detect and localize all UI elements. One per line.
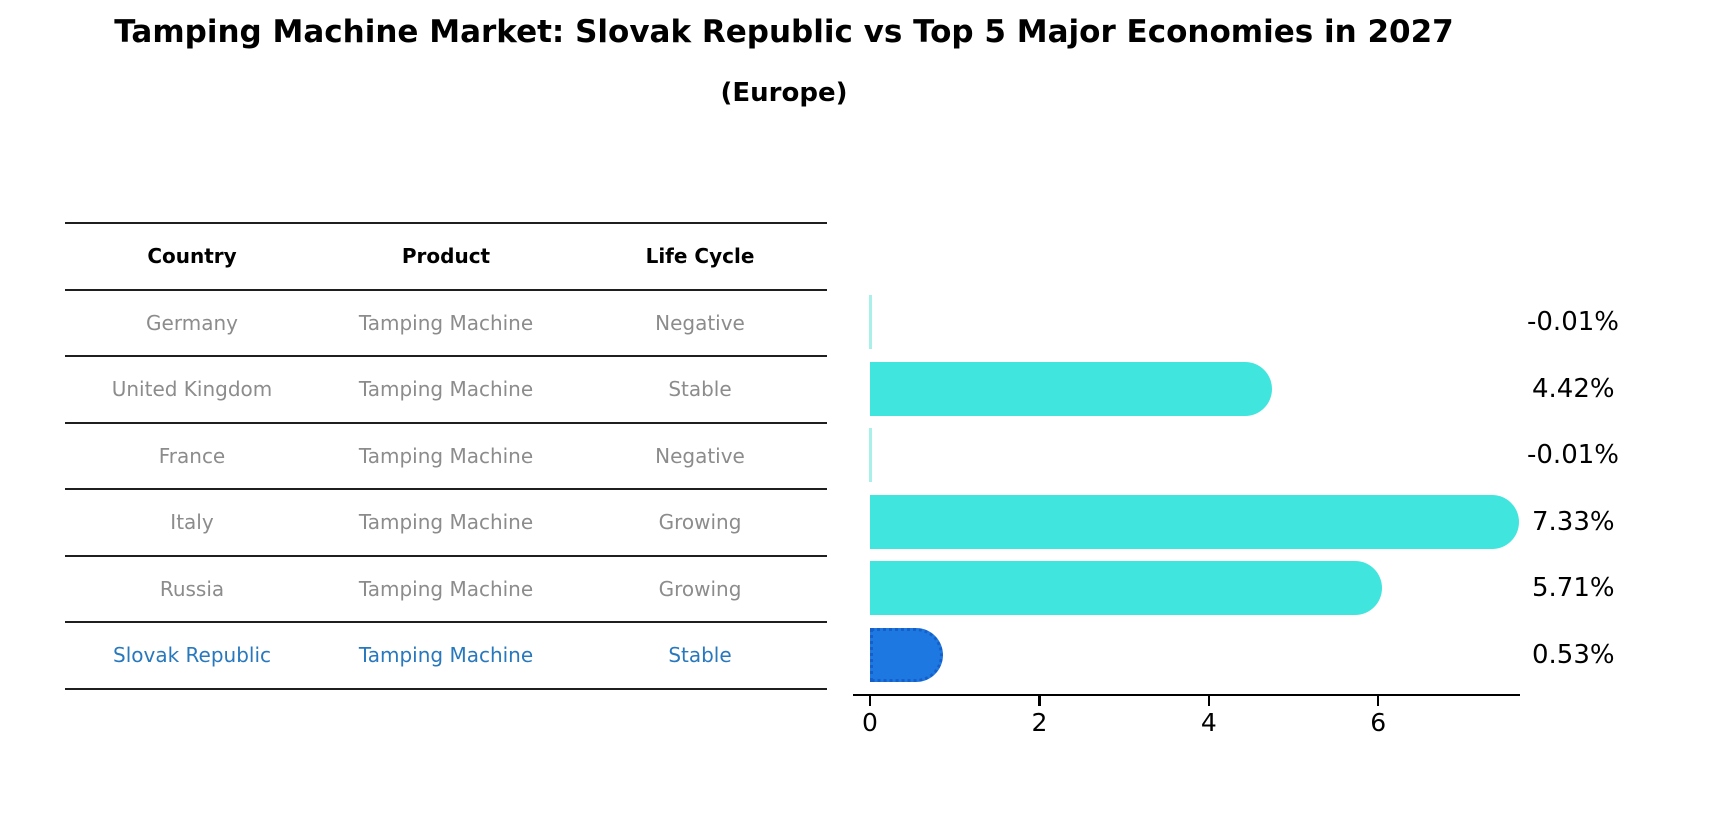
cell-country: United Kingdom	[111, 377, 273, 402]
column-header-country: Country	[147, 244, 237, 269]
table-row: Germany Tamping Machine Negative	[65, 291, 827, 357]
cell-country: Russia	[159, 576, 225, 601]
x-axis-tick-label: 2	[1031, 708, 1048, 737]
column-header-life-cycle: Life Cycle	[645, 244, 755, 269]
table-row: United Kingdom Tamping Machine Stable	[65, 357, 827, 424]
chart-subtitle: (Europe)	[720, 78, 848, 108]
x-axis-tick	[1377, 696, 1380, 706]
table-body: Germany Tamping Machine Negative United Kin…	[65, 291, 827, 690]
bar-value-label: 5.71%	[1532, 573, 1615, 603]
x-axis-line	[853, 694, 1520, 697]
table-row: Italy Tamping Machine Growing	[65, 490, 827, 557]
cell-country: Germany	[146, 310, 238, 335]
cell-country: France	[158, 443, 226, 468]
cell-country: Slovak Republic	[113, 643, 271, 668]
chart-title: Tamping Machine Market: Slovak Republic …	[114, 14, 1454, 50]
x-axis-tick	[868, 696, 872, 706]
bar-value-label: 0.53%	[1532, 639, 1615, 670]
cell-product: Tamping Machine	[358, 576, 534, 601]
x-axis-tick-label: 0	[862, 708, 878, 737]
cell-product: Tamping Machine	[358, 310, 534, 335]
bar-value-label: 4.42%	[1532, 373, 1615, 404]
column-header-product: Product	[401, 244, 491, 269]
bar-slovak-republic	[870, 627, 943, 682]
bar-value-label: -0.01%	[1527, 440, 1619, 470]
x-axis-tick-label: 6	[1370, 708, 1387, 737]
cell-product: Tamping Machine	[358, 510, 534, 535]
bar-russia	[870, 561, 1382, 615]
bar-value-label: -0.01%	[1527, 307, 1619, 337]
table-row: Russia Tamping Machine Growing	[65, 557, 827, 623]
bar-germany	[868, 295, 872, 349]
table-row: France Tamping Machine Negative	[65, 424, 827, 490]
cell-life-cycle: Growing	[658, 576, 742, 601]
country-table: Country Product Life Cycle Germany Tampin…	[65, 222, 827, 690]
x-axis-tick	[1038, 696, 1041, 706]
cell-product: Tamping Machine	[358, 643, 534, 668]
cell-life-cycle: Stable	[668, 377, 732, 402]
table-row: Slovak Republic Tamping Machine Stable	[65, 623, 827, 690]
cell-life-cycle: Negative	[655, 443, 745, 468]
cell-country: Italy	[170, 510, 214, 535]
cell-life-cycle: Negative	[655, 310, 745, 335]
table-header-row: Country Product Life Cycle	[65, 222, 827, 291]
bar-france	[868, 428, 872, 482]
x-axis-tick-label: 4	[1200, 708, 1217, 737]
cell-product: Tamping Machine	[358, 443, 534, 468]
bar-italy	[870, 494, 1519, 549]
cell-life-cycle: Stable	[668, 643, 732, 668]
x-axis-tick	[1207, 696, 1210, 706]
bar-united-kingdom	[870, 361, 1272, 416]
bar-value-label: 7.33%	[1532, 506, 1615, 537]
cell-product: Tamping Machine	[358, 377, 534, 402]
cell-life-cycle: Growing	[658, 510, 742, 535]
